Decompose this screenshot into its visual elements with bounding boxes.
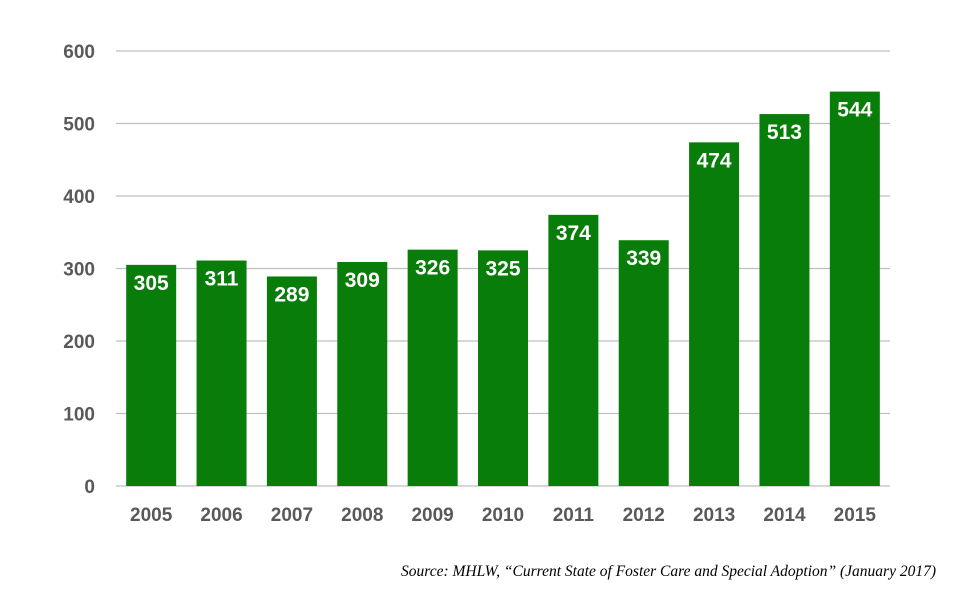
x-tick-label-2011: 2011 xyxy=(553,505,595,526)
bar-2008 xyxy=(337,261,388,486)
y-axis-ticks: 0 100 200 300 400 500 600 xyxy=(63,42,95,498)
y-tick-label-100: 100 xyxy=(63,405,95,426)
bar-2007 xyxy=(266,276,317,486)
bar-2009 xyxy=(407,249,458,486)
x-tick-label-2005: 2005 xyxy=(130,505,173,526)
bar-2015 xyxy=(829,91,880,486)
x-tick-label-2007: 2007 xyxy=(271,505,313,526)
bar-2013 xyxy=(689,142,740,486)
x-tick-label-2008: 2008 xyxy=(341,505,383,526)
data-label-2011: 374 xyxy=(556,222,591,245)
data-label-2005: 305 xyxy=(134,272,169,295)
data-label-2008: 309 xyxy=(345,269,380,292)
bar-2012 xyxy=(618,240,669,486)
data-label-2010: 325 xyxy=(485,257,520,280)
x-tick-label-2012: 2012 xyxy=(623,505,665,526)
x-tick-label-2015: 2015 xyxy=(834,505,877,526)
bar-2014 xyxy=(759,114,810,486)
x-tick-label-2014: 2014 xyxy=(763,505,806,526)
y-tick-label-200: 200 xyxy=(63,332,95,353)
x-tick-label-2009: 2009 xyxy=(411,505,453,526)
bar-2011 xyxy=(548,214,599,486)
data-label-2009: 326 xyxy=(415,257,450,280)
bar-2010 xyxy=(478,250,528,486)
data-label-2014: 513 xyxy=(767,121,802,144)
x-tick-label-2013: 2013 xyxy=(693,505,735,526)
y-tick-label-400: 400 xyxy=(63,187,95,208)
data-label-2013: 474 xyxy=(697,149,732,172)
data-label-2015: 544 xyxy=(837,99,872,122)
x-tick-label-2010: 2010 xyxy=(482,505,524,526)
y-tick-label-0: 0 xyxy=(84,477,95,498)
y-tick-label-600: 600 xyxy=(63,42,95,63)
y-tick-label-500: 500 xyxy=(63,115,95,136)
data-label-2012: 339 xyxy=(626,247,661,270)
data-label-2006: 311 xyxy=(205,268,239,291)
x-tick-label-2006: 2006 xyxy=(200,505,242,526)
bar-2006 xyxy=(196,260,247,486)
x-axis-ticks: 2005 2006 2007 2008 2009 2010 2011 2012 2013 2014… xyxy=(130,505,876,526)
source-note: Source: MHLW, “Current State of Foster C… xyxy=(401,563,936,580)
y-tick-label-300: 300 xyxy=(63,260,95,281)
bars xyxy=(126,91,880,486)
data-label-2007: 289 xyxy=(274,283,309,306)
data-labels: 305 311 289 309 326 325 374 339 474 513 544 xyxy=(134,99,873,307)
bar-2005 xyxy=(126,264,177,486)
